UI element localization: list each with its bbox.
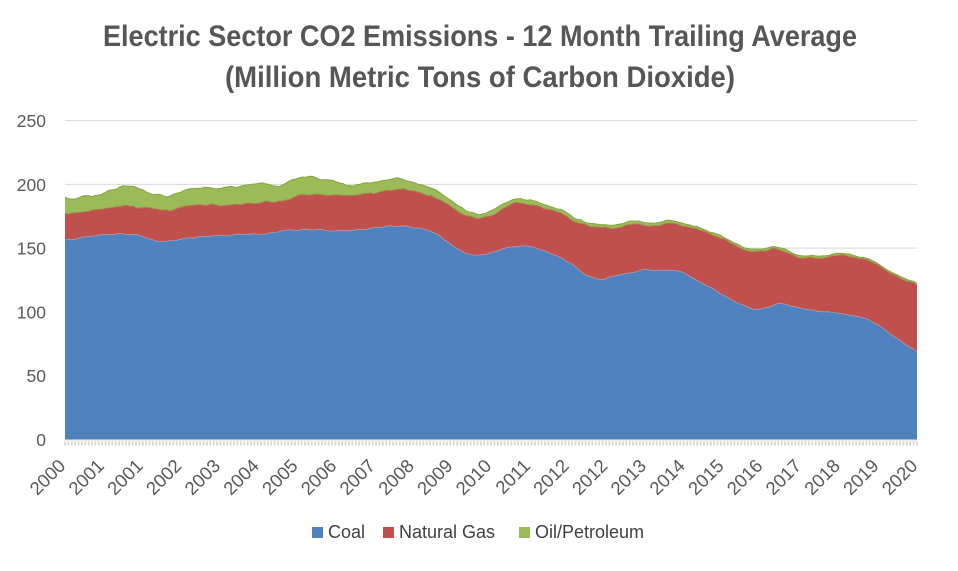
svg-text:200: 200 bbox=[17, 175, 46, 195]
svg-text:Natural Gas: Natural Gas bbox=[399, 522, 495, 542]
svg-text:150: 150 bbox=[17, 239, 46, 259]
svg-text:Electric Sector CO2 Emissions: Electric Sector CO2 Emissions - 12 Month… bbox=[103, 20, 857, 53]
svg-text:100: 100 bbox=[17, 302, 46, 322]
svg-text:0: 0 bbox=[36, 430, 46, 450]
svg-text:(Million Metric Tons of Carbon: (Million Metric Tons of Carbon Dioxide) bbox=[225, 61, 735, 94]
svg-text:Oil/Petroleum: Oil/Petroleum bbox=[535, 522, 644, 542]
svg-text:Coal: Coal bbox=[328, 522, 365, 542]
svg-text:50: 50 bbox=[27, 366, 47, 386]
svg-text:250: 250 bbox=[17, 111, 46, 131]
